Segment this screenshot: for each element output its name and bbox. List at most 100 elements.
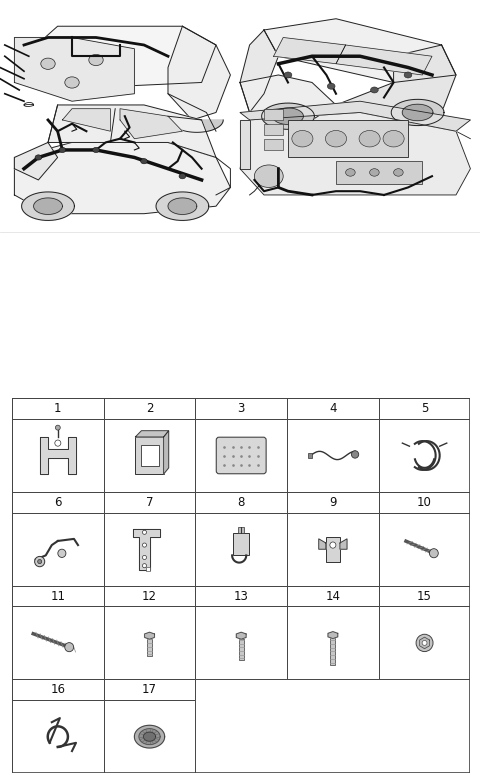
Bar [104, 586, 195, 606]
Circle shape [383, 130, 404, 147]
Text: 7: 7 [146, 496, 153, 509]
Polygon shape [34, 198, 62, 215]
Polygon shape [24, 27, 216, 90]
FancyBboxPatch shape [216, 437, 266, 474]
Polygon shape [170, 120, 223, 132]
Text: 6: 6 [54, 496, 61, 509]
Circle shape [346, 169, 355, 177]
Circle shape [179, 173, 186, 179]
Bar [104, 419, 195, 492]
Bar [135, 437, 164, 474]
Polygon shape [120, 109, 182, 139]
Bar [379, 606, 470, 679]
Bar [12, 419, 104, 492]
Bar [326, 537, 340, 562]
Bar [142, 445, 158, 465]
Bar [287, 492, 379, 512]
Text: 17: 17 [142, 683, 157, 697]
Bar [238, 526, 244, 533]
Circle shape [37, 559, 42, 564]
Circle shape [143, 564, 146, 568]
Bar [379, 492, 470, 512]
Polygon shape [139, 729, 160, 744]
Bar [287, 398, 379, 419]
Bar [12, 679, 104, 700]
Circle shape [55, 425, 60, 430]
Bar [12, 700, 104, 773]
Circle shape [292, 130, 313, 147]
Bar [264, 123, 283, 135]
Bar [195, 586, 287, 606]
Bar [330, 638, 336, 665]
Polygon shape [273, 108, 303, 124]
Bar [379, 586, 470, 606]
Text: 2: 2 [146, 402, 153, 415]
Text: 14: 14 [325, 590, 340, 603]
Bar [287, 606, 379, 679]
Bar [195, 606, 287, 679]
Circle shape [370, 169, 379, 177]
Bar [146, 567, 150, 571]
Polygon shape [240, 102, 470, 131]
Circle shape [141, 159, 147, 164]
Circle shape [58, 549, 66, 558]
Text: 16: 16 [50, 683, 65, 697]
Text: 10: 10 [417, 496, 432, 509]
Bar [195, 512, 287, 586]
Circle shape [59, 148, 66, 152]
Bar [104, 700, 195, 773]
Bar [336, 161, 422, 184]
Polygon shape [168, 198, 197, 215]
Circle shape [143, 543, 146, 547]
Polygon shape [336, 45, 432, 75]
Polygon shape [340, 539, 347, 549]
Circle shape [89, 55, 103, 66]
Polygon shape [240, 112, 470, 195]
Circle shape [371, 87, 378, 93]
Circle shape [35, 556, 45, 567]
Polygon shape [134, 726, 165, 748]
Text: 9: 9 [329, 496, 336, 509]
Polygon shape [274, 37, 346, 64]
Polygon shape [22, 192, 74, 220]
Text: 3: 3 [238, 402, 245, 415]
Circle shape [65, 77, 79, 88]
Circle shape [143, 530, 146, 534]
Bar [195, 419, 287, 492]
Bar [12, 492, 104, 512]
Circle shape [284, 72, 292, 78]
Polygon shape [40, 437, 76, 474]
Polygon shape [328, 632, 338, 639]
Polygon shape [264, 19, 456, 83]
Polygon shape [420, 637, 430, 649]
Circle shape [422, 640, 427, 645]
Circle shape [55, 440, 61, 446]
Polygon shape [168, 27, 230, 120]
Bar [287, 512, 379, 586]
Circle shape [394, 169, 403, 177]
Bar [308, 454, 312, 458]
Polygon shape [402, 104, 433, 121]
Circle shape [404, 72, 412, 78]
Polygon shape [14, 142, 58, 180]
Text: 15: 15 [417, 590, 432, 603]
Polygon shape [144, 732, 156, 741]
Polygon shape [14, 142, 230, 214]
Bar [12, 512, 104, 586]
Polygon shape [240, 120, 250, 169]
Polygon shape [240, 30, 278, 112]
Bar [288, 120, 408, 158]
Text: 4: 4 [329, 402, 336, 415]
Circle shape [325, 130, 347, 147]
Circle shape [327, 84, 335, 89]
Polygon shape [240, 75, 336, 120]
Text: 13: 13 [234, 590, 249, 603]
Circle shape [143, 555, 146, 559]
Bar [264, 139, 283, 150]
Circle shape [93, 148, 99, 152]
Text: 5: 5 [421, 402, 428, 415]
Text: 12: 12 [142, 590, 157, 603]
Bar [287, 419, 379, 492]
Polygon shape [319, 539, 326, 549]
Polygon shape [14, 37, 134, 102]
